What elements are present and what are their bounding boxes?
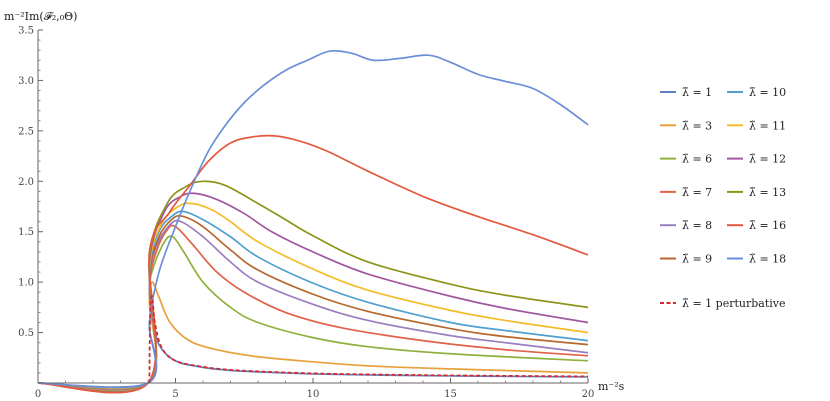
series-line-11 xyxy=(37,49,589,389)
y-axis-label: m⁻²Im(𝓕₂,₀Θ) xyxy=(4,10,77,23)
series-line-5 xyxy=(37,214,589,392)
legend-label: λ̃ = 7 xyxy=(682,186,712,199)
series-line-2 xyxy=(37,235,589,391)
legend-label: λ̃ = 1 xyxy=(682,86,712,99)
legend: λ̃ = 1 λ̃ = 3 λ̃ = 6 λ̃ = 7 λ̃ = 8 λ̃ = 9 λ̃ =… xyxy=(660,86,786,310)
series-line-1 xyxy=(37,281,589,390)
x-axis-label: m⁻²s xyxy=(598,380,625,393)
x-tick-label: 15 xyxy=(444,389,457,400)
legend-label: λ̃ = 12 xyxy=(749,153,786,166)
y-tick-label: 2.0 xyxy=(18,177,34,188)
series-line-12 xyxy=(148,294,589,384)
x-tick-label: 0 xyxy=(35,389,41,400)
series-line-6 xyxy=(37,210,589,393)
legend-label: λ̃ = 18 xyxy=(749,253,786,266)
legend-label: λ̃ = 16 xyxy=(749,219,786,232)
series-line-4 xyxy=(37,219,589,392)
y-tick-label: 0.5 xyxy=(18,328,34,339)
x-tick-label: 20 xyxy=(582,389,595,400)
y-tick-label: 3.5 xyxy=(18,26,34,37)
y-tick-label: 3.0 xyxy=(18,76,34,87)
legend-label: λ̃ = 6 xyxy=(682,153,712,166)
y-tick-label: 1.0 xyxy=(18,278,34,289)
y-tick-label: 1.5 xyxy=(18,227,34,238)
legend-label-perturbative: λ̃ = 1 perturbative xyxy=(682,297,786,310)
legend-label: λ̃ = 11 xyxy=(749,119,786,132)
legend-label: λ̃ = 3 xyxy=(682,119,712,132)
plot-area xyxy=(37,49,589,394)
series-line-9 xyxy=(37,180,589,394)
x-tick-label: 10 xyxy=(307,389,320,400)
series-line-10 xyxy=(37,134,589,394)
legend-label: λ̃ = 13 xyxy=(749,186,786,199)
y-tick-label: 2.5 xyxy=(18,126,34,137)
series-line-7 xyxy=(37,202,589,393)
legend-label: λ̃ = 8 xyxy=(682,219,712,232)
axes: 0 5 10 15 20 0.5 1.0 1.5 2.0 2.5 3.0 3.5 xyxy=(18,26,594,401)
x-tick-label: 5 xyxy=(172,389,178,400)
legend-label: λ̃ = 9 xyxy=(682,253,712,266)
legend-label: λ̃ = 10 xyxy=(749,86,786,99)
